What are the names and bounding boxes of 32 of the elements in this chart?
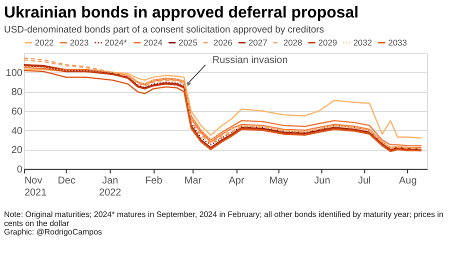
x-tick-label: Jun <box>314 175 330 186</box>
legend-label: 2027 <box>248 38 268 48</box>
legend-label: 2022 <box>34 38 54 48</box>
y-tick-label: 0 <box>16 164 23 176</box>
legend-label: 2032 <box>353 38 372 48</box>
legend-label: 2033 <box>388 38 408 48</box>
x-tick-label: May <box>269 175 288 186</box>
chart-subtitle: USD-denominated bonds part of a consent solicitation approved by creditors <box>4 24 324 36</box>
y-tick-label: 20 <box>11 145 23 156</box>
y-tick-label: 80 <box>11 87 23 98</box>
x-tick-label: Apr <box>228 175 245 186</box>
text: Graphic: @RodrigoCampos <box>4 228 102 237</box>
text: Note: Original maturities; 2024* matures in September, 2024 in February; all other bonds identified by maturity year; prices in cents on the dollar <box>4 210 444 228</box>
x-tick-label: Dec <box>58 175 76 186</box>
x-tick-label: Jan 2022 <box>99 175 122 198</box>
y-tick-label: 40 <box>11 126 23 137</box>
legend-label: 2025 <box>178 38 198 48</box>
chart-title: Ukrainian bonds in approved deferral proposal <box>4 4 359 22</box>
legend-label: 2024* <box>104 38 128 48</box>
x-tick-label: Jul <box>358 175 371 186</box>
annotation: Russian invasion <box>212 54 288 66</box>
y-tick-label: 100 <box>6 68 23 79</box>
legend-label: 2024 <box>144 38 163 48</box>
legend-label: 2028 <box>283 38 302 48</box>
y-tick-label: 60 <box>11 106 23 118</box>
legend-label: 2026 <box>214 38 233 48</box>
legend-label: 2029 <box>318 38 338 48</box>
x-tick-label: Nov 2021 <box>24 175 48 198</box>
x-tick-label: Feb <box>145 175 163 186</box>
x-tick-label: Aug <box>399 175 417 186</box>
legend-label: 2023 <box>70 38 89 48</box>
x-tick-label: Mar <box>184 175 202 186</box>
